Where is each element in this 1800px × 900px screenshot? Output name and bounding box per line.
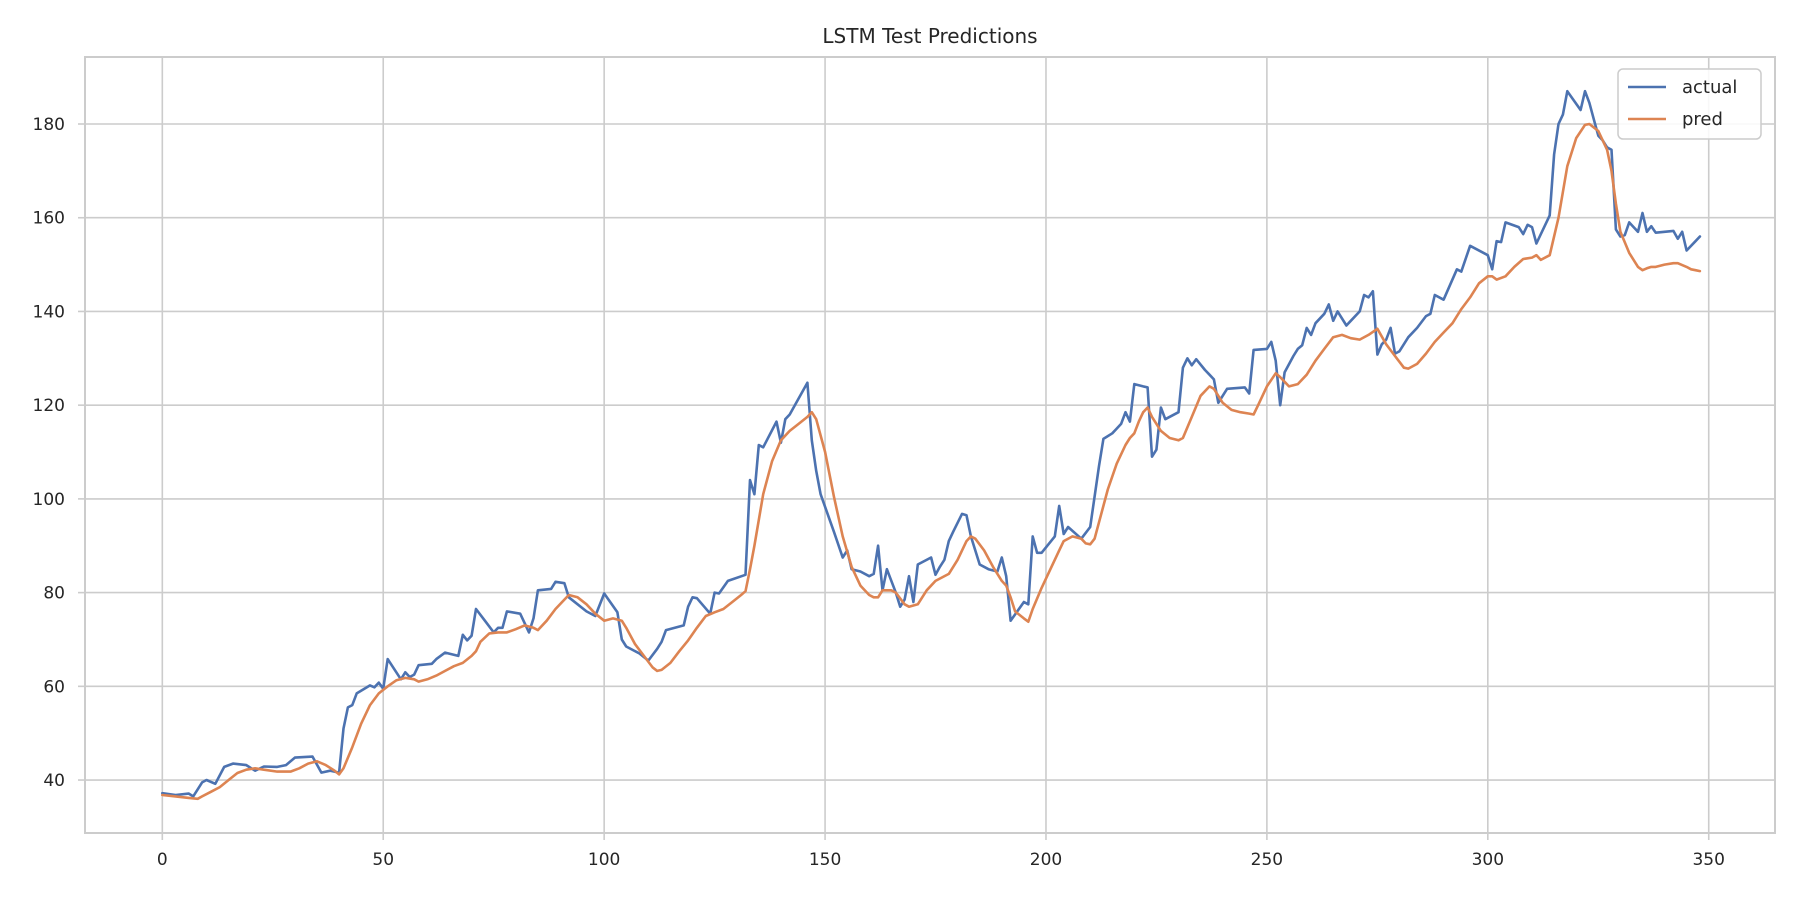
x-tick-label: 250 [1251,850,1283,870]
y-tick-label: 160 [33,209,65,229]
legend-label-pred: pred [1682,109,1723,130]
y-tick-label: 140 [33,302,65,322]
y-tick-label: 100 [33,490,65,510]
x-tick-label: 50 [372,850,394,870]
x-tick-label: 350 [1692,850,1724,870]
y-tick-label: 120 [33,396,65,416]
axis-labels: 0 50 100 150 200 250 300 350 40 60 80 100 120 140 160 1… [33,115,1725,870]
series-line-actual [161,89,1702,798]
y-tick-label: 40 [43,771,65,791]
chart-title: LSTM Test Predictions [822,24,1037,48]
legend: actual pred [1617,68,1762,140]
series-line-pred [161,122,1702,801]
series-layer [161,89,1702,801]
x-tick-label: 200 [1030,850,1062,870]
grid [85,57,1775,833]
x-tick-label: 100 [588,850,620,870]
plot-frame [84,56,1776,834]
y-tick-label: 60 [43,677,65,697]
y-tick-label: 180 [33,115,65,135]
y-tick-label: 80 [43,584,65,604]
legend-label-actual: actual [1682,77,1737,98]
x-tick-label: 150 [809,850,841,870]
x-tick-label: 0 [157,850,168,870]
x-tick-label: 300 [1472,850,1504,870]
